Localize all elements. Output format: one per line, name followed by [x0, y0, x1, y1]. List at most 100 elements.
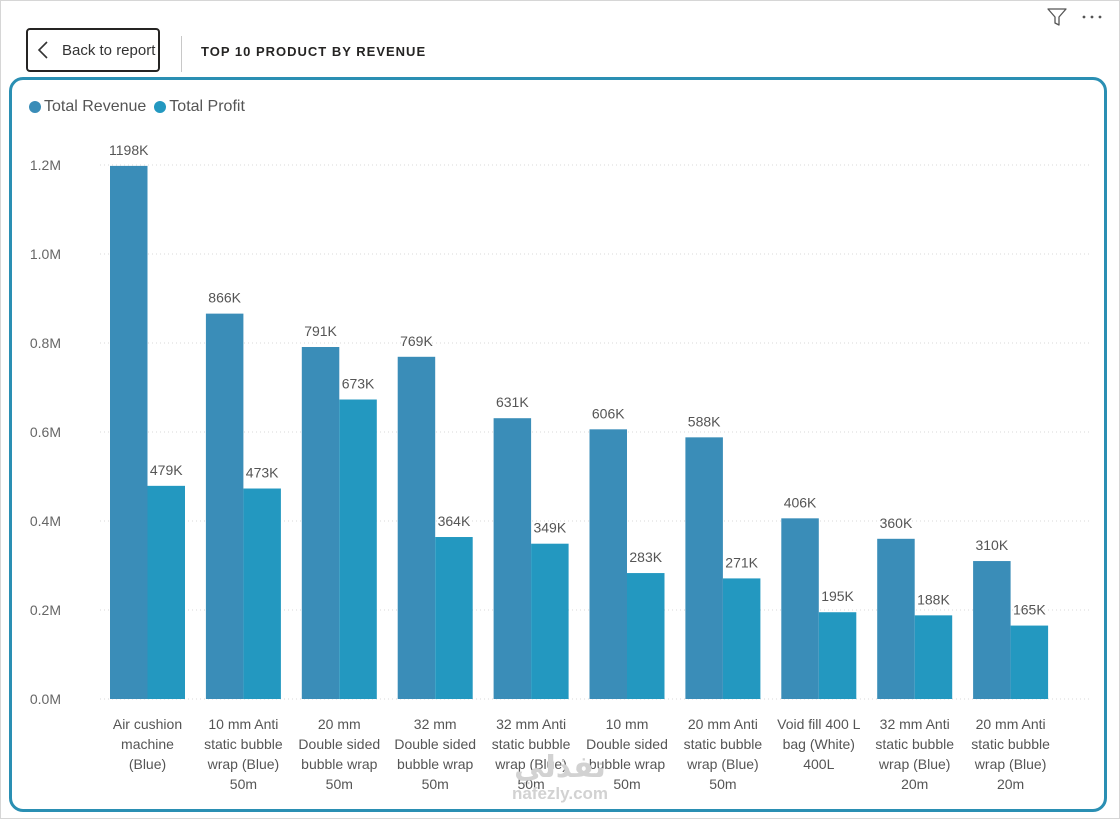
data-label: 473K [246, 465, 279, 481]
data-label: 195K [821, 588, 854, 604]
x-category-label: 20m [901, 776, 928, 792]
profit-bar[interactable] [627, 573, 665, 699]
data-label: 588K [688, 413, 721, 429]
x-category-label: static bubble [971, 736, 1050, 752]
x-category-label: static bubble [684, 736, 763, 752]
watermark: نفذلي nafezly.com [490, 752, 630, 814]
y-tick-label: 0.6M [30, 424, 61, 440]
x-category-label: static bubble [492, 736, 571, 752]
x-category-label: 32 mm Anti [880, 716, 950, 732]
profit-bar[interactable] [147, 485, 186, 699]
chevron-left-icon [37, 41, 48, 59]
x-category-label: (Blue) [129, 756, 166, 772]
revenue-bar[interactable] [685, 437, 723, 699]
data-label: 271K [725, 554, 758, 570]
x-category-label: Double sided [394, 736, 476, 752]
y-tick-label: 0.4M [30, 513, 61, 529]
profit-bar[interactable] [914, 615, 953, 699]
profit-bar[interactable] [243, 488, 281, 699]
more-options-icon[interactable] [1080, 6, 1104, 28]
x-category-label: 50m [422, 776, 449, 792]
legend-label-revenue: Total Revenue [44, 98, 147, 115]
y-tick-label: 0.2M [30, 602, 61, 618]
data-label: 606K [592, 405, 625, 421]
x-category-label: bubble wrap [589, 756, 665, 772]
data-label: 360K [880, 515, 913, 531]
data-label: 479K [150, 462, 183, 478]
legend-marker-profit [154, 101, 167, 113]
x-category-label: 50m [517, 776, 544, 792]
y-tick-label: 0.0M [30, 691, 61, 707]
profit-bar[interactable] [339, 399, 377, 699]
legend-label-profit: Total Profit [169, 98, 245, 115]
revenue-bar[interactable] [205, 313, 244, 699]
legend-marker-revenue [29, 101, 41, 113]
revenue-bar[interactable] [973, 561, 1011, 699]
legend-item-revenue[interactable]: Total Revenue [29, 98, 146, 116]
back-to-report-label: Back to report [62, 41, 156, 59]
x-category-label: 20 mm Anti [976, 716, 1046, 732]
data-label: 310K [975, 537, 1008, 553]
x-category-label: Air cushion [113, 716, 182, 732]
revenue-bar[interactable] [397, 356, 436, 699]
revenue-bar[interactable] [589, 429, 628, 699]
x-category-label: machine [121, 736, 174, 752]
y-tick-label: 0.8M [30, 335, 61, 351]
x-category-label: 10 mm Anti [208, 716, 278, 732]
profit-bar[interactable] [435, 537, 473, 699]
data-label: 349K [533, 520, 566, 536]
data-label: 631K [496, 394, 529, 410]
revenue-bar[interactable] [110, 165, 148, 699]
revenue-bar[interactable] [493, 418, 532, 699]
watermark-logo-text: نفذلي [514, 751, 606, 784]
back-to-report-button[interactable]: Back to report [26, 28, 160, 72]
x-category-label: wrap (Blue) [974, 756, 1047, 772]
revenue-bar[interactable] [301, 347, 340, 699]
x-category-label: 400L [803, 756, 834, 772]
header-divider [181, 36, 182, 72]
x-category-label: 20m [997, 776, 1024, 792]
revenue-bar[interactable] [781, 518, 819, 699]
x-category-label: 50m [230, 776, 257, 792]
profit-bar[interactable] [1010, 625, 1049, 699]
filter-icon[interactable] [1046, 6, 1068, 28]
data-label: 866K [208, 290, 241, 306]
data-label: 406K [784, 494, 817, 510]
x-category-label: bubble wrap [301, 756, 377, 772]
x-category-label: Double sided [586, 736, 668, 752]
profit-bar[interactable] [531, 543, 569, 699]
legend-item-profit[interactable]: Total Profit [154, 98, 245, 116]
data-label: 165K [1013, 602, 1046, 618]
chart-legend: Total Revenue Total Profit [29, 98, 253, 116]
data-label: 283K [629, 549, 662, 565]
data-label: 791K [304, 323, 337, 339]
x-category-label: bag (White) [783, 736, 855, 752]
x-category-label: 32 mm [414, 716, 457, 732]
profit-bar[interactable] [818, 612, 857, 699]
y-tick-label: 1.0M [30, 246, 61, 262]
x-category-label: static bubble [204, 736, 283, 752]
y-tick-label: 1.2M [30, 157, 61, 173]
profit-bar[interactable] [722, 578, 761, 699]
data-label: 673K [342, 376, 375, 392]
data-label: 1198K [109, 142, 149, 158]
x-category-label: 50m [613, 776, 640, 792]
data-label: 188K [917, 591, 950, 607]
x-category-label: static bubble [875, 736, 954, 752]
x-category-label: 50m [326, 776, 353, 792]
x-category-label: wrap (Blue) [494, 756, 567, 772]
page-title: TOP 10 PRODUCT BY REVENUE [201, 44, 427, 59]
x-category-label: wrap (Blue) [878, 756, 951, 772]
x-category-label: Double sided [298, 736, 380, 752]
x-category-label: wrap (Blue) [207, 756, 280, 772]
watermark-url: nafezly.com [511, 784, 609, 803]
x-category-label: wrap (Blue) [686, 756, 759, 772]
x-category-label: 32 mm Anti [496, 716, 566, 732]
x-category-label: bubble wrap [397, 756, 473, 772]
x-category-label: 10 mm [606, 716, 649, 732]
data-label: 364K [438, 513, 471, 529]
revenue-bar[interactable] [877, 538, 915, 699]
x-category-label: Void fill 400 L [777, 716, 860, 732]
x-category-label: 50m [709, 776, 736, 792]
